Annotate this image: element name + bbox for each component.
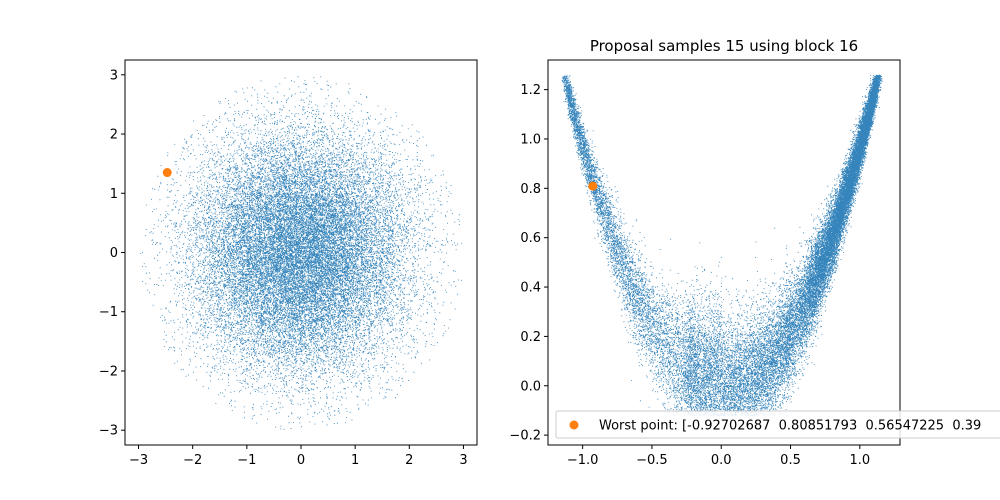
y-tick-label: 0.2 xyxy=(520,330,541,345)
left-scatter-plot: −3 −2 −1 0 1 2 3 −3 −2 −1 0 1 2 3 xyxy=(99,59,478,468)
x-tick-label: 2 xyxy=(405,453,413,468)
left-worst-point-marker xyxy=(162,168,172,178)
sample-points xyxy=(140,76,463,430)
y-tick-label: 0 xyxy=(110,246,118,261)
left-x-axis: −3 −2 −1 0 1 2 3 xyxy=(129,445,468,468)
y-tick-label: −1 xyxy=(99,305,118,320)
right-axes-frame xyxy=(547,59,901,446)
legend-box xyxy=(555,410,1000,439)
y-tick-label: 3 xyxy=(110,68,118,83)
y-tick-label: 1.0 xyxy=(520,132,541,147)
y-tick-label: 0.8 xyxy=(520,182,541,197)
x-tick-label: 0.5 xyxy=(780,453,801,468)
x-tick-label: −3 xyxy=(129,453,148,468)
legend-marker xyxy=(569,420,579,430)
x-tick-label: −1.0 xyxy=(567,453,599,468)
x-tick-label: −1 xyxy=(237,453,256,468)
x-tick-label: 1.0 xyxy=(849,453,870,468)
y-tick-label: 1 xyxy=(110,187,118,202)
right-sample-cloud xyxy=(561,74,883,417)
y-tick-label: 2 xyxy=(110,128,118,143)
right-worst-point-marker xyxy=(588,181,598,191)
legend: Worst point: [-0.92702687 0.80851793 0.5… xyxy=(555,410,1000,439)
right-y-axis: −0.2 0.0 0.2 0.4 0.6 0.8 1.0 1.2 xyxy=(509,83,548,444)
y-tick-label: 0.6 xyxy=(520,231,541,246)
legend-label: Worst point: [-0.92702687 0.80851793 0.5… xyxy=(599,419,981,434)
right-scatter-plot: Proposal samples 15 using block 16 −1.0−… xyxy=(509,37,901,468)
y-tick-label: −2 xyxy=(99,364,118,379)
right-x-axis: −1.0 −0.5 0.0 0.5 1.0 xyxy=(567,445,870,468)
x-tick-label: 0 xyxy=(297,453,305,468)
x-tick-label: −0.5 xyxy=(636,453,668,468)
y-tick-label: 1.2 xyxy=(520,83,541,98)
sample-points xyxy=(561,74,883,417)
x-tick-label: 1 xyxy=(351,453,359,468)
x-tick-label: 0.0 xyxy=(711,453,732,468)
y-tick-label: 0.0 xyxy=(520,379,541,394)
x-tick-label: 3 xyxy=(459,453,467,468)
y-tick-label: −0.2 xyxy=(509,429,541,444)
left-y-axis: −3 −2 −1 0 1 2 3 xyxy=(99,68,125,439)
x-tick-label: −2 xyxy=(183,453,202,468)
y-tick-label: −3 xyxy=(99,424,118,439)
y-tick-label: 0.4 xyxy=(520,281,541,296)
left-sample-cloud xyxy=(140,76,463,430)
right-plot-title: Proposal samples 15 using block 16 xyxy=(590,37,858,55)
